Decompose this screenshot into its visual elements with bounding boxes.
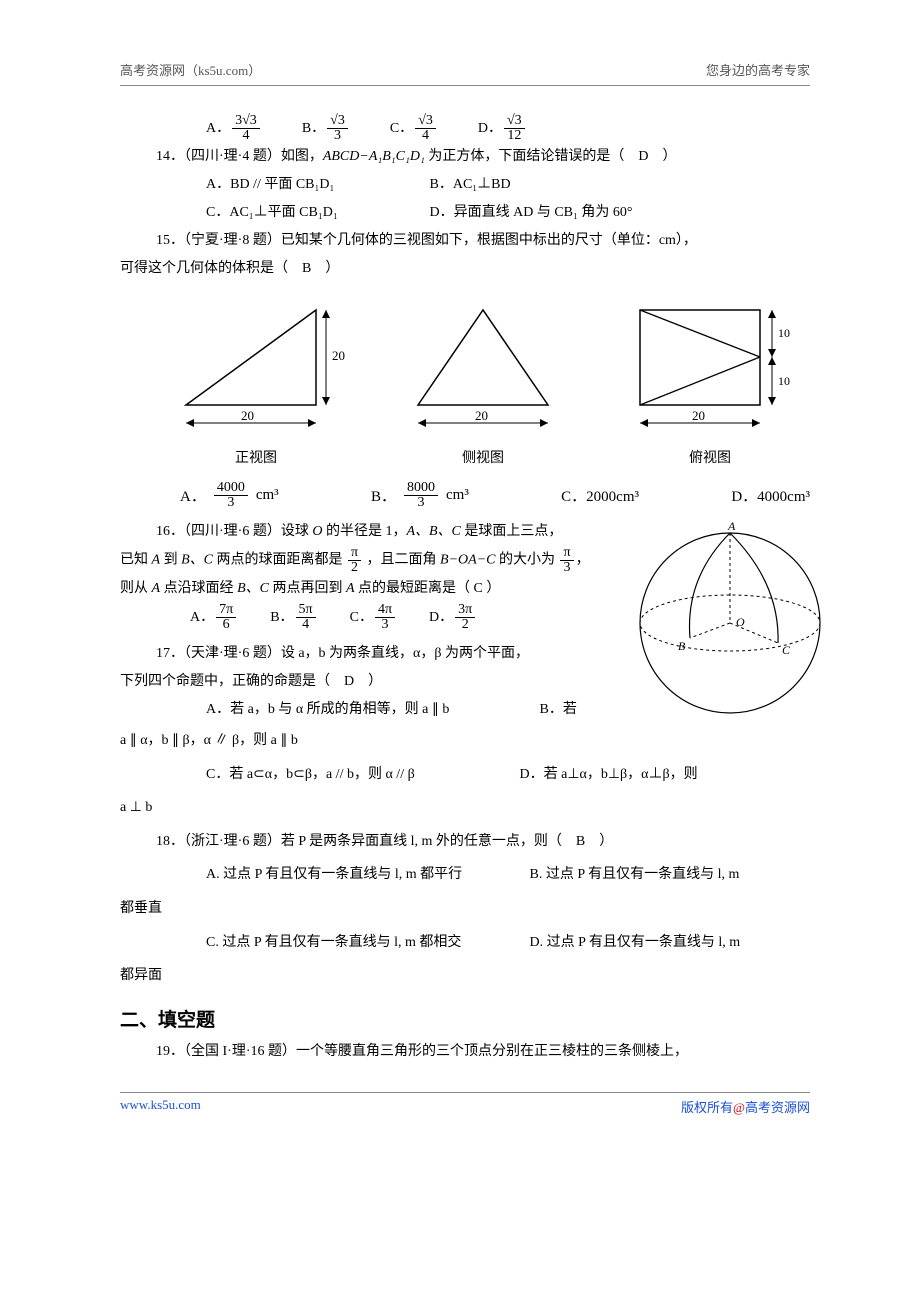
q13-opt-a: A．3√34: [206, 114, 262, 143]
q13-opt-d: D．√312: [478, 114, 527, 143]
q16-line2: 已知 A 到 B、C 两点的球面距离都是 π2 ，且二面角 B−OA−C 的大小…: [120, 546, 610, 575]
q16-block: A O B C 16．（四川·理·6 题）设球 O 的半径是 1，A、B、C 是…: [120, 518, 810, 668]
q17-bcont: a ∥ α，b ∥ β，α ∥ β，则 a ∥ b: [120, 724, 810, 758]
q14-opts-ab: A．BD // 平面 CB₁D₁ B．AC₁⊥BD: [120, 171, 810, 199]
q15-opt-a: A．40003cm³: [180, 481, 279, 510]
q16-line1: 16．（四川·理·6 题）设球 O 的半径是 1，A、B、C 是球面上三点，: [120, 518, 610, 546]
header-left: 高考资源网（ks5u.com）: [120, 60, 261, 79]
q15-side-view: 20 侧视图: [383, 295, 583, 467]
q15-opt-d: D．4000cm³: [731, 485, 810, 506]
top-dim-h: 20: [692, 408, 705, 423]
side-dim: 20: [475, 408, 488, 423]
q17-line1: 17．（天津·理·6 题）设 a，b 为两条直线，α，β 为两个平面，: [120, 640, 610, 668]
q15-line2: 可得这个几何体的体积是（ B ）: [120, 255, 810, 283]
q15-line1: 15．（宁夏·理·8 题）已知某个几何体的三视图如下，根据图中标出的尺寸（单位：…: [120, 227, 810, 255]
q16-opt-a: A．7π6: [190, 603, 238, 632]
header-right: 您身边的高考专家: [706, 60, 810, 79]
q16-opt-d: D．3π2: [429, 603, 477, 632]
q14-stem: 14．（四川·理·4 题）如图，ABCD−A₁B₁C₁D₁ 为正方体，下面结论错…: [120, 143, 810, 171]
q17-dcont: a ⊥ b: [120, 791, 810, 825]
q13-options: A．3√34 B．√33 C．√34 D．√312: [120, 114, 810, 143]
q18-stem: 18．（浙江·理·6 题）若 P 是两条异面直线 l, m 外的任意一点，则（ …: [120, 825, 810, 859]
q18-bcont: 都垂直: [120, 892, 810, 926]
q15-opt-b: B．80003cm³: [371, 481, 469, 510]
q15-views: 20 20 正视图 20 侧视图 20: [156, 295, 810, 467]
side-caption: 侧视图: [462, 447, 504, 467]
q15-options: A．40003cm³ B．80003cm³ C．2000cm³ D．4000cm…: [120, 471, 810, 518]
front-view-svg: 20 20: [166, 295, 346, 445]
q16-opt-b: B．5π4: [270, 603, 317, 632]
top-dim-v1: 10: [778, 326, 790, 340]
q13-opt-b: B．√33: [302, 114, 350, 143]
footer-copy: 版权所有@高考资源网: [681, 1097, 810, 1116]
svg-text:O: O: [736, 615, 745, 629]
section-2-title: 二、填空题: [120, 1005, 810, 1032]
footer-url: www.ks5u.com: [120, 1097, 201, 1116]
q15-opt-c: C．2000cm³: [561, 485, 639, 506]
q16-line3: 则从 A 点沿球面经 B、C 两点再回到 A 点的最短距离是（ C ）: [120, 575, 610, 603]
front-dim-v: 20: [332, 348, 345, 363]
q19: 19．（全国 I·理·16 题）一个等腰直角三角形的三个顶点分别在正三棱柱的三条…: [120, 1038, 810, 1066]
q16-opt-c: C．4π3: [350, 603, 397, 632]
q18-ab: A. 过点 P 有且仅有一条直线与 l, m 都平行 B. 过点 P 有且仅有一…: [120, 858, 810, 892]
top-dim-v2: 10: [778, 374, 790, 388]
svg-text:B: B: [678, 639, 686, 653]
top-caption: 俯视图: [689, 447, 731, 467]
q15-front-view: 20 20 正视图: [156, 295, 356, 467]
q17-cd: C．若 a⊂α，b⊂β，a // b，则 α // β D．若 a⊥α，b⊥β，…: [120, 758, 810, 792]
svg-text:C: C: [782, 643, 791, 657]
q15-top-view: 20 10 10 俯视图: [610, 295, 810, 467]
q16-options: A．7π6 B．5π4 C．4π3 D．3π2: [120, 603, 610, 632]
header-rule: [120, 85, 810, 86]
page-footer: www.ks5u.com 版权所有@高考资源网: [120, 1092, 810, 1116]
front-dim-h: 20: [241, 408, 254, 423]
q18-cd: C. 过点 P 有且仅有一条直线与 l, m 都相交 D. 过点 P 有且仅有一…: [120, 926, 810, 960]
q14-opts-cd: C．AC₁⊥平面 CB₁D₁ D．异面直线 AD 与 CB₁ 角为 60°: [120, 199, 810, 227]
side-view-svg: 20: [393, 295, 573, 445]
front-caption: 正视图: [235, 447, 277, 467]
svg-text:A: A: [727, 519, 736, 533]
page-header: 高考资源网（ks5u.com） 您身边的高考专家: [120, 60, 810, 83]
sphere-figure: A O B C: [630, 518, 830, 728]
q18-dcont: 都异面: [120, 959, 810, 993]
q13-opt-c: C．√34: [390, 114, 438, 143]
top-view-svg: 20 10 10: [620, 295, 800, 445]
